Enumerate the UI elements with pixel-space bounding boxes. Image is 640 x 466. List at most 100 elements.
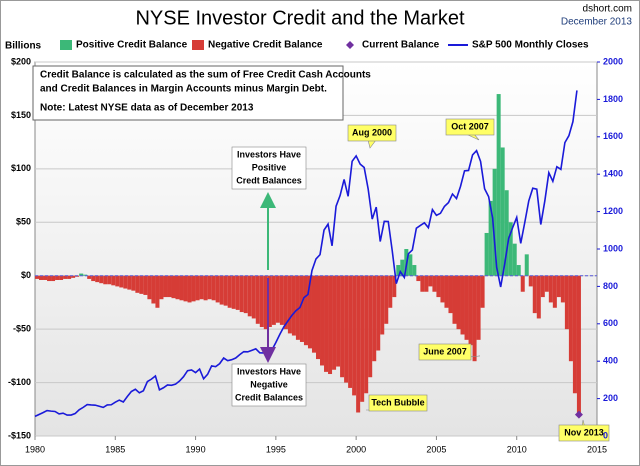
- y-tick-label: $0: [21, 270, 31, 280]
- bar: [436, 275, 441, 298]
- y-tick-label: -$150: [8, 430, 31, 440]
- legend-label: Negative Credit Balance: [208, 40, 323, 51]
- bar: [151, 275, 156, 304]
- bar: [512, 243, 517, 276]
- x-tick-label: 1995: [266, 444, 286, 454]
- callout-label: Aug 2000: [352, 127, 392, 137]
- bar: [255, 275, 260, 324]
- bar: [324, 275, 329, 372]
- y-tick-label: -$50: [13, 324, 31, 334]
- note-line: Note: Latest NYSE data as of December 20…: [40, 103, 254, 114]
- bar: [428, 275, 433, 287]
- bar: [51, 275, 56, 282]
- x-tick-label: 2015: [587, 444, 607, 454]
- bar: [408, 254, 413, 276]
- callout-box: [445, 118, 495, 136]
- note-box: Credit Balance is calculated as the sum …: [32, 65, 371, 121]
- bar: [556, 275, 561, 298]
- bar: [63, 275, 68, 279]
- bar: [263, 275, 268, 330]
- bar: [243, 275, 248, 314]
- bar: [39, 275, 44, 280]
- bar: [275, 275, 280, 323]
- callout-label: Nov 2013: [564, 427, 604, 437]
- callout-label: Negative: [250, 379, 288, 389]
- bar: [508, 222, 513, 276]
- chart-title: NYSE Investor Credit and the Market: [135, 7, 464, 29]
- bar: [267, 275, 272, 328]
- bar: [340, 275, 345, 378]
- bar: [452, 275, 457, 324]
- bar: [171, 275, 176, 299]
- bar: [568, 275, 573, 362]
- bar: [540, 275, 545, 298]
- callout-label: Oct 2007: [451, 121, 489, 131]
- x-tick-label: 2005: [426, 444, 446, 454]
- bar: [348, 275, 353, 388]
- y2-tick-label: 200: [603, 393, 618, 403]
- bar: [316, 275, 321, 360]
- bar: [231, 275, 236, 309]
- bar: [67, 275, 72, 279]
- bar: [356, 275, 361, 413]
- bar: [239, 275, 244, 313]
- y2-tick-label: 800: [603, 281, 618, 291]
- bar: [47, 275, 52, 282]
- x-tick-label: 2000: [346, 444, 366, 454]
- bar: [484, 232, 489, 276]
- bar: [187, 275, 192, 303]
- bar: [295, 275, 300, 340]
- bar: [360, 275, 365, 402]
- bar: [111, 275, 116, 286]
- callout-label: Investors Have: [237, 149, 301, 159]
- bar: [544, 275, 549, 292]
- bar: [504, 190, 509, 276]
- bar: [440, 275, 445, 303]
- bar: [532, 275, 537, 314]
- bar: [219, 275, 224, 305]
- callout-box: [231, 146, 307, 190]
- bar: [195, 275, 200, 301]
- bar: [560, 275, 565, 303]
- bar: [524, 254, 529, 276]
- bar: [91, 275, 96, 282]
- bar: [464, 275, 469, 340]
- bar: [223, 275, 228, 306]
- bar: [536, 275, 541, 319]
- legend-swatch: [60, 40, 72, 50]
- bar: [424, 275, 429, 292]
- bar: [396, 265, 401, 276]
- y2-tick-label: 400: [603, 356, 618, 366]
- bar: [320, 275, 325, 366]
- bar: [55, 275, 60, 280]
- bar: [283, 275, 288, 330]
- legend-label: Positive Credit Balance: [76, 40, 188, 51]
- note-line: and Credit Balances in Margin Accounts m…: [40, 84, 327, 95]
- bar: [388, 275, 393, 308]
- bar: [303, 275, 308, 346]
- bar: [336, 275, 341, 367]
- bar: [291, 275, 296, 336]
- source: dshort.com: [583, 4, 632, 15]
- bar: [376, 275, 381, 351]
- bar: [131, 275, 136, 291]
- bar: [380, 275, 385, 335]
- bar: [127, 275, 132, 290]
- callout-label: Credit Balances: [235, 392, 303, 402]
- bar: [412, 265, 417, 276]
- bar: [215, 275, 220, 303]
- y-tick-label: $50: [16, 217, 31, 227]
- bar: [247, 275, 252, 317]
- line: [34, 90, 578, 418]
- bar: [167, 275, 172, 298]
- bar: [496, 94, 501, 276]
- bar: [59, 275, 64, 280]
- bar: [123, 275, 128, 289]
- bar: [43, 275, 48, 280]
- x-tick-label: 1980: [25, 444, 45, 454]
- y-tick-label: $100: [11, 163, 31, 173]
- bar: [119, 275, 124, 288]
- bar: [143, 275, 148, 295]
- bar: [287, 275, 292, 334]
- y2-tick-label: 2000: [603, 56, 623, 66]
